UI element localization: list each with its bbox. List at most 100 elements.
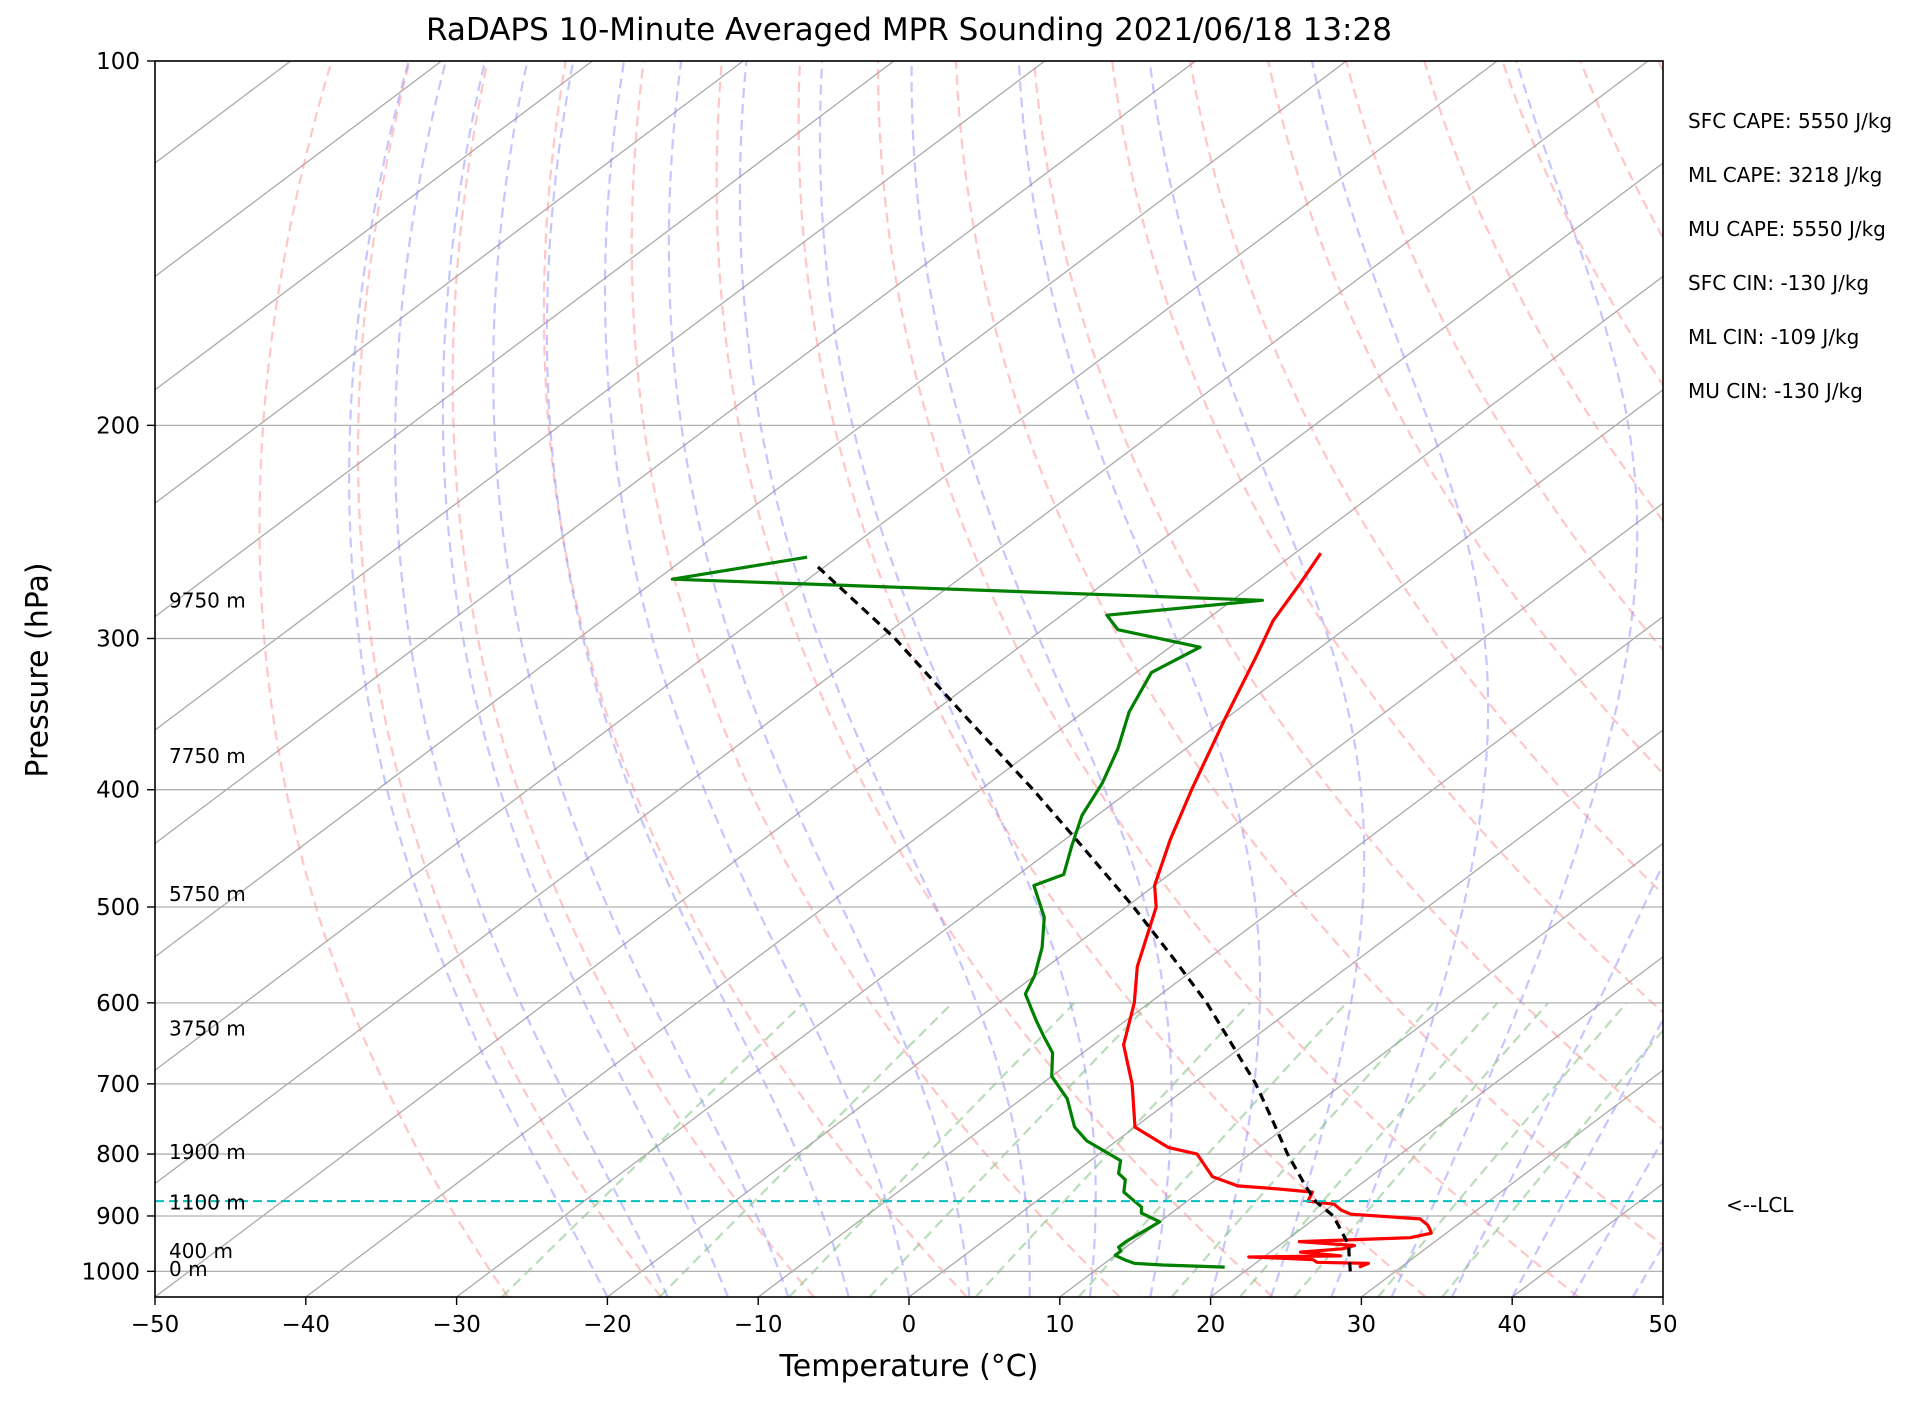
isotherm-line <box>305 275 1663 1297</box>
mixing-ratio-line <box>1077 1002 1348 1297</box>
x-tick-label: −10 <box>734 1312 783 1338</box>
moist-adiabat-line <box>1148 61 1366 1297</box>
plot-frame <box>154 60 1664 1298</box>
moist-adiabat-line <box>492 61 790 1297</box>
mixing-ratio-line <box>1441 1028 1663 1297</box>
dry-adiabat-line <box>258 61 510 1297</box>
index-sfc-cin: SFC CIN: -130 J/kg <box>1688 271 1870 295</box>
mixing-ratio-line <box>658 1002 954 1297</box>
moist-adiabat-line <box>910 61 1173 1297</box>
dry-adiabat-line <box>1111 61 1663 1014</box>
moist-adiabat-line <box>441 61 730 1297</box>
x-tick-label: −50 <box>131 1312 180 1338</box>
dry-adiabat-line <box>1893 61 1925 1297</box>
y-tick-label: 100 <box>96 49 140 75</box>
y-tick-label: 200 <box>96 413 140 439</box>
x-tick-label: −20 <box>583 1312 632 1338</box>
dry-adiabat-line <box>1345 61 1663 652</box>
height-label: 5750 m <box>169 882 246 906</box>
moist-adiabat-line <box>1450 861 1663 1297</box>
isotherm-line <box>1210 956 1663 1297</box>
mixing-ratio-line <box>788 1002 1076 1297</box>
chart-title: RaDAPS 10-Minute Averaged MPR Sounding 2… <box>426 12 1392 48</box>
isotherm-line <box>757 615 1663 1297</box>
isotherm-line <box>1361 1069 1663 1297</box>
dry-adiabat-line <box>542 61 968 1297</box>
mixing-ratio-line <box>1293 1002 1550 1297</box>
index-mu-cin: MU CIN: -130 J/kg <box>1688 379 1863 403</box>
moist-adiabat-line <box>667 61 971 1297</box>
dry-adiabat-line <box>1267 61 1663 776</box>
index-ml-cape: ML CAPE: 3218 J/kg <box>1688 163 1883 187</box>
dry-adiabat-line <box>876 61 1580 1297</box>
y-tick-label: 900 <box>96 1204 140 1230</box>
isotherm-line <box>908 729 1663 1297</box>
x-tick-label: −40 <box>282 1312 331 1338</box>
y-tick-label: 300 <box>96 626 140 652</box>
mixing-ratio-line <box>501 1002 805 1297</box>
mixing-ratio-line <box>1170 1002 1435 1297</box>
isotherm-line <box>155 61 1196 845</box>
height-label: 1900 m <box>169 1140 246 1164</box>
moist-adiabat-line <box>818 61 1097 1297</box>
moist-adiabat-line <box>1571 1137 1663 1297</box>
dry-adiabat-line <box>715 61 1274 1297</box>
y-tick-label: 1000 <box>81 1259 140 1285</box>
parcel-line <box>813 562 1352 1272</box>
isotherm-line <box>155 61 1649 1185</box>
dry-adiabat-line <box>954 61 1663 1247</box>
mixing-ratio-line <box>868 1002 1151 1297</box>
dry-adiabat-line <box>356 61 662 1297</box>
index-ml-cin: ML CIN: -109 J/kg <box>1688 325 1860 349</box>
y-axis-label: Pressure (hPa) <box>20 562 56 778</box>
moist-adiabat-line <box>347 61 609 1297</box>
moist-adiabat-line <box>603 61 911 1297</box>
y-tick-label: 800 <box>96 1142 140 1168</box>
y-tick-label: 700 <box>96 1072 140 1098</box>
mixing-ratio-line <box>1377 1002 1628 1297</box>
moist-adiabat-line <box>1511 1017 1663 1297</box>
height-label: 0 m <box>169 1257 208 1281</box>
sounding-series <box>155 552 1663 1272</box>
height-label: 1100 m <box>169 1190 246 1214</box>
y-tick-label: 500 <box>96 895 140 921</box>
isotherm-line <box>155 162 1663 1297</box>
height-label: 9750 m <box>169 588 246 612</box>
x-tick-label: 20 <box>1196 1312 1225 1338</box>
dry-adiabat-line <box>451 61 815 1297</box>
height-label: 7750 m <box>169 744 246 768</box>
moist-adiabat-line <box>394 61 669 1297</box>
isotherm-line <box>155 61 1498 1072</box>
lcl-label: <--LCL <box>1726 1193 1794 1217</box>
isotherm-line <box>155 61 1347 958</box>
isotherm-line <box>1059 842 1663 1297</box>
moist-adiabat-line <box>1390 61 1639 1297</box>
x-tick-label: −30 <box>432 1312 481 1338</box>
isotherm-line <box>155 61 1046 731</box>
indices-panel: SFC CAPE: 5550 J/kg ML CAPE: 3218 J/kg M… <box>1688 106 1892 430</box>
isotherm-line <box>155 61 593 391</box>
y-tick-label: 600 <box>96 991 140 1017</box>
background-lines <box>155 61 1925 1297</box>
temperature-line <box>1122 552 1433 1269</box>
mixing-ratio-line <box>974 1002 1251 1297</box>
moist-adiabat-line <box>738 61 1031 1297</box>
dry-adiabat-line <box>630 61 1121 1297</box>
x-tick-label: 40 <box>1498 1312 1527 1338</box>
x-axis-label: Temperature (°C) <box>779 1349 1039 1384</box>
x-tick-label: 0 <box>902 1312 917 1338</box>
x-tick-label: 30 <box>1347 1312 1376 1338</box>
isotherm-line <box>155 61 442 278</box>
isotherm-line <box>155 61 895 618</box>
moist-adiabat-line <box>1310 61 1490 1297</box>
index-sfc-cape: SFC CAPE: 5550 J/kg <box>1688 109 1893 133</box>
moist-adiabat-line <box>1017 61 1262 1297</box>
dewpoint-line <box>670 555 1264 1269</box>
x-tick-label: 10 <box>1045 1312 1074 1338</box>
height-label: 400 m <box>169 1239 233 1263</box>
x-tick-label: 50 <box>1648 1312 1677 1338</box>
dry-adiabat-line <box>1032 61 1663 1131</box>
isotherm-line <box>607 502 1663 1297</box>
